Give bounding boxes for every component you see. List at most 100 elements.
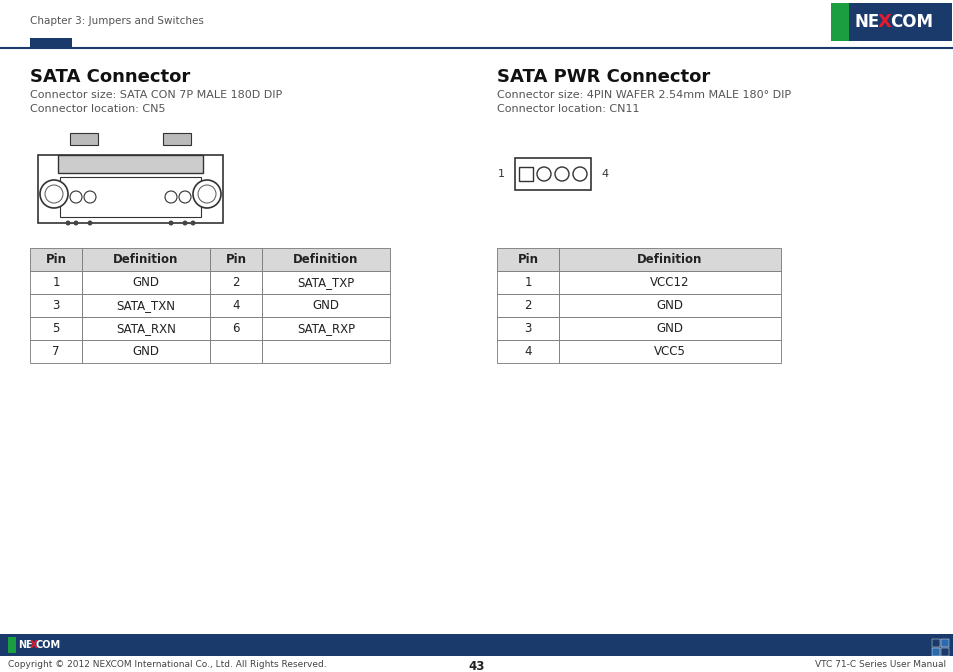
Bar [210, 317, 262, 340]
Text: Connector location: CN11: Connector location: CN11 [497, 104, 639, 114]
Circle shape [165, 191, 177, 203]
Circle shape [66, 220, 71, 226]
Bar [30, 271, 82, 294]
Bar [262, 294, 390, 317]
Text: SATA_RXP: SATA_RXP [296, 322, 355, 335]
Bar [262, 271, 390, 294]
Bar [497, 294, 558, 317]
Bar [82, 340, 210, 363]
Text: 6: 6 [232, 322, 239, 335]
Bar [82, 248, 210, 271]
Text: X: X [30, 640, 38, 650]
Text: GND: GND [313, 299, 339, 312]
Circle shape [198, 185, 215, 203]
Text: 1: 1 [524, 276, 531, 289]
Text: 3: 3 [524, 322, 531, 335]
Bar [210, 271, 262, 294]
Text: COM: COM [36, 640, 61, 650]
Bar [70, 133, 98, 145]
Text: Definition: Definition [637, 253, 702, 266]
Bar [38, 155, 223, 223]
Text: 7: 7 [52, 345, 60, 358]
Bar [940, 639, 948, 647]
Bar [848, 3, 951, 41]
Bar [515, 158, 590, 190]
Bar [210, 294, 262, 317]
Text: NE: NE [18, 640, 32, 650]
Bar [931, 648, 939, 656]
Text: 3: 3 [52, 299, 60, 312]
Bar [82, 294, 210, 317]
Circle shape [70, 191, 82, 203]
Text: SATA_TXP: SATA_TXP [297, 276, 355, 289]
Bar [262, 317, 390, 340]
Text: 2: 2 [232, 276, 239, 289]
Text: 4: 4 [232, 299, 239, 312]
Circle shape [169, 220, 173, 226]
Text: X: X [877, 13, 891, 31]
Bar [558, 317, 781, 340]
Text: 43: 43 [468, 660, 485, 672]
Text: SATA_RXN: SATA_RXN [116, 322, 175, 335]
Bar [497, 271, 558, 294]
Bar [30, 340, 82, 363]
Text: VCC5: VCC5 [654, 345, 685, 358]
Circle shape [555, 167, 568, 181]
Circle shape [88, 220, 92, 226]
Circle shape [45, 185, 63, 203]
Text: Copyright © 2012 NEXCOM International Co., Ltd. All Rights Reserved.: Copyright © 2012 NEXCOM International Co… [8, 660, 326, 669]
Bar [497, 340, 558, 363]
Text: Definition: Definition [293, 253, 358, 266]
Text: Connector location: CN5: Connector location: CN5 [30, 104, 165, 114]
Bar [30, 38, 71, 48]
Circle shape [182, 220, 188, 226]
Bar [0, 634, 953, 656]
Text: Definition: Definition [113, 253, 178, 266]
Bar [210, 248, 262, 271]
Circle shape [84, 191, 96, 203]
Bar [262, 340, 390, 363]
Bar [163, 133, 191, 145]
Bar [8, 637, 16, 653]
Circle shape [191, 220, 195, 226]
Text: Pin: Pin [225, 253, 246, 266]
Text: VCC12: VCC12 [650, 276, 689, 289]
Text: VTC 71-C Series User Manual: VTC 71-C Series User Manual [814, 660, 945, 669]
Circle shape [193, 180, 221, 208]
Text: Pin: Pin [46, 253, 67, 266]
Bar [497, 248, 558, 271]
Text: GND: GND [132, 276, 159, 289]
Text: Chapter 3: Jumpers and Switches: Chapter 3: Jumpers and Switches [30, 16, 204, 26]
Text: 1: 1 [497, 169, 504, 179]
Bar [30, 317, 82, 340]
Circle shape [40, 180, 68, 208]
Text: SATA Connector: SATA Connector [30, 68, 190, 86]
Bar [830, 3, 848, 41]
Bar [30, 248, 82, 271]
Text: 5: 5 [52, 322, 60, 335]
Bar [262, 248, 390, 271]
Text: GND: GND [656, 299, 682, 312]
Text: GND: GND [656, 322, 682, 335]
Bar [558, 248, 781, 271]
Text: NE: NE [854, 13, 880, 31]
Bar [60, 177, 201, 217]
Bar [558, 271, 781, 294]
Circle shape [537, 167, 551, 181]
Text: Connector size: 4PIN WAFER 2.54mm MALE 180° DIP: Connector size: 4PIN WAFER 2.54mm MALE 1… [497, 90, 790, 100]
Bar [518, 167, 533, 181]
Text: 1: 1 [52, 276, 60, 289]
Bar [58, 155, 203, 173]
Bar [82, 317, 210, 340]
Text: SATA_TXN: SATA_TXN [116, 299, 175, 312]
Bar [940, 648, 948, 656]
Circle shape [73, 220, 78, 226]
Circle shape [179, 191, 191, 203]
Bar [558, 340, 781, 363]
Bar [931, 639, 939, 647]
Bar [30, 294, 82, 317]
Text: 2: 2 [524, 299, 531, 312]
Text: Pin: Pin [517, 253, 537, 266]
Text: SATA PWR Connector: SATA PWR Connector [497, 68, 709, 86]
Text: Connector size: SATA CON 7P MALE 180D DIP: Connector size: SATA CON 7P MALE 180D DI… [30, 90, 282, 100]
